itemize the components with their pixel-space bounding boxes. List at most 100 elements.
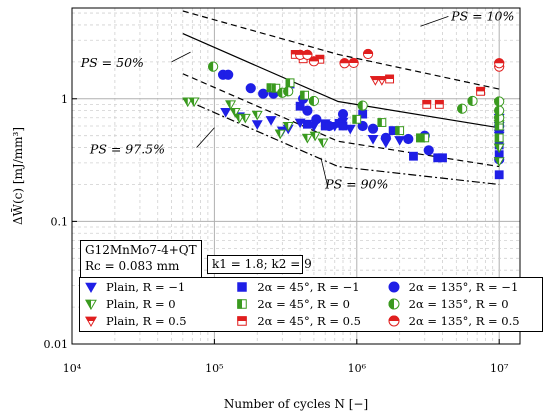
data-point xyxy=(229,108,241,118)
data-point xyxy=(285,78,295,88)
y-tick-label: 0.01 xyxy=(44,338,69,351)
data-point xyxy=(395,126,405,136)
data-point xyxy=(338,121,348,131)
data-point xyxy=(348,57,359,69)
data-point xyxy=(409,151,418,161)
data-point xyxy=(283,86,294,97)
legend-label: 2α = 135°, R = −1 xyxy=(408,279,519,294)
ticks: 10⁴ 10⁵ 10⁶ 10⁷ 0.01 0.1 1 xyxy=(44,93,509,375)
x-tick-label: 10⁷ xyxy=(490,362,509,375)
data-point xyxy=(301,133,313,144)
data-point xyxy=(380,132,391,143)
legend-row: Plain, R = −1 2α = 45°, R = −1 2α = 135°… xyxy=(84,278,538,295)
data-point xyxy=(494,105,505,116)
data-point xyxy=(251,110,263,121)
curve-annotation: PS = 97.5% xyxy=(89,142,165,157)
data-point xyxy=(237,315,248,326)
data-point xyxy=(493,157,505,167)
data-point xyxy=(357,100,368,111)
design-curve xyxy=(182,98,500,186)
legend-label: 2α = 45°, R = 0 xyxy=(257,296,350,311)
annotation-leader xyxy=(171,51,191,63)
data-point xyxy=(300,90,310,100)
design-curve xyxy=(182,10,500,90)
data-point xyxy=(362,48,374,60)
square-half-icon xyxy=(237,315,248,326)
y-axis-label: ΔW̄(c) [mJ/mm³] xyxy=(10,127,25,225)
circle-icon xyxy=(388,281,400,292)
data-point xyxy=(476,86,485,96)
data-point xyxy=(308,56,320,67)
annotation-leader xyxy=(320,157,328,185)
circle-half-icon xyxy=(388,298,400,309)
data-point xyxy=(208,61,219,72)
legend-label: 2α = 135°, R = 0 xyxy=(408,296,509,311)
data-point xyxy=(220,108,232,118)
triangle-down-half-icon xyxy=(85,316,97,327)
y-tick-label: 1 xyxy=(61,93,68,106)
data-point xyxy=(271,83,281,93)
data-point xyxy=(344,124,356,135)
data-point xyxy=(295,49,306,60)
legend-label: Plain, R = 0.5 xyxy=(106,313,187,328)
data-point xyxy=(237,281,248,292)
square-icon xyxy=(237,281,248,292)
data-point xyxy=(251,120,263,130)
legend-row: Plain, R = 0.5 2α = 45°, R = 0.5 2α = 13… xyxy=(84,312,538,329)
data-point xyxy=(311,114,322,125)
data-point xyxy=(388,315,400,326)
data-point xyxy=(434,99,444,109)
legend-item: Plain, R = 0 xyxy=(84,297,235,311)
data-point xyxy=(493,143,505,154)
y-tick-label: 0.1 xyxy=(51,215,69,228)
data-point xyxy=(274,129,286,140)
annotation-leader xyxy=(420,15,449,27)
data-point xyxy=(302,49,313,60)
legend-label: 2α = 135°, R = 0.5 xyxy=(408,313,520,328)
data-point xyxy=(85,299,97,310)
data-point xyxy=(367,123,379,134)
legend-item: 2α = 135°, R = −1 xyxy=(387,280,538,294)
square-half-icon xyxy=(237,298,248,309)
data-point xyxy=(388,298,400,309)
data-point xyxy=(302,105,313,116)
legend-item: Plain, R = −1 xyxy=(84,280,235,294)
curve-annotation: PS = 10% xyxy=(450,8,514,23)
data-point xyxy=(294,118,306,129)
data-point xyxy=(85,282,97,293)
data-point xyxy=(377,118,387,127)
data-point xyxy=(324,120,335,132)
curve-annotation: PS = 50% xyxy=(80,55,144,70)
data-point xyxy=(308,95,320,107)
legend-item: 2α = 45°, R = 0 xyxy=(235,297,386,311)
data-point xyxy=(422,99,432,109)
data-point xyxy=(337,108,349,120)
data-point xyxy=(317,138,329,149)
data-point xyxy=(367,135,379,145)
data-point xyxy=(303,119,312,129)
data-point xyxy=(385,74,395,84)
data-point xyxy=(394,136,406,146)
legend-label: Plain, R = −1 xyxy=(106,279,186,294)
data-point xyxy=(339,58,350,69)
material-box: G12MnMo7-4+QT Rc = 0.083 mm xyxy=(80,240,202,278)
data-point xyxy=(494,96,505,107)
legend-label: Plain, R = 0 xyxy=(106,296,176,311)
design-curves xyxy=(182,10,500,186)
data-point xyxy=(237,298,248,309)
legend-item: 2α = 45°, R = 0.5 xyxy=(235,314,386,328)
material-radius: Rc = 0.083 mm xyxy=(85,259,180,273)
x-axis-label: Number of cycles N [−] xyxy=(224,397,368,411)
data-point xyxy=(376,76,388,86)
data-point xyxy=(403,133,414,145)
annotation-leader xyxy=(196,127,215,148)
data-point xyxy=(420,133,430,143)
triangle-down-half-icon xyxy=(85,299,97,310)
x-tick-label: 10⁶ xyxy=(348,362,367,375)
data-point xyxy=(225,100,237,110)
material-name: G12MnMo7-4+QT xyxy=(85,243,197,257)
data-point xyxy=(352,114,362,124)
data-point xyxy=(423,145,434,156)
plot-frame xyxy=(71,7,521,345)
curve-annotation: PS = 90% xyxy=(324,176,388,191)
